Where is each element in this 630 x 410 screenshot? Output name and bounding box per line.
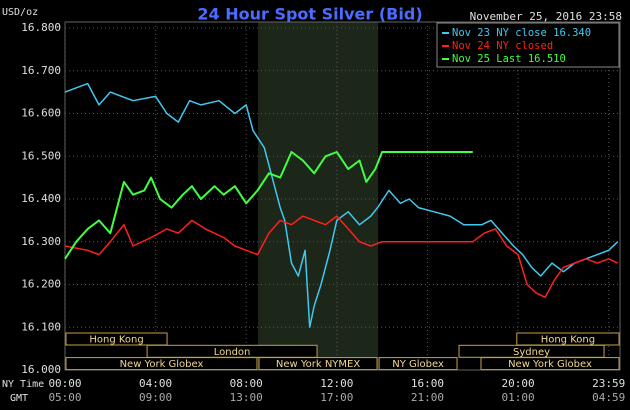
x-tick-label: 23:59 bbox=[592, 377, 625, 390]
session-label: New York Globex bbox=[120, 359, 204, 370]
x-tick-label: 04:00 bbox=[139, 377, 172, 390]
session-shade bbox=[258, 22, 379, 370]
y-tick-label: 16.000 bbox=[21, 363, 61, 376]
session-box bbox=[378, 357, 458, 371]
gmt-tick-label: 09:00 bbox=[139, 391, 172, 404]
y-tick-label: 16.600 bbox=[21, 107, 61, 120]
x-tick-label: 12:00 bbox=[320, 377, 353, 390]
session-box bbox=[65, 332, 168, 346]
chart-title: 24 Hour Spot Silver (Bid) bbox=[197, 5, 422, 24]
x-tick-label: 16:00 bbox=[411, 377, 444, 390]
ny-time-label: NY Time bbox=[2, 379, 44, 390]
y-axis-label: USD/oz bbox=[2, 7, 38, 18]
timestamp: November 25, 2016 23:58 bbox=[470, 10, 622, 23]
y-tick-label: 16.700 bbox=[21, 64, 61, 77]
x-tick-label: 20:00 bbox=[501, 377, 534, 390]
y-tick-label: 16.300 bbox=[21, 235, 61, 248]
gmt-tick-label: 13:00 bbox=[230, 391, 263, 404]
gmt-tick-label: 21:00 bbox=[411, 391, 444, 404]
legend-label: Nov 25 Last 16.510 bbox=[452, 53, 566, 65]
y-tick-label: 16.500 bbox=[21, 149, 61, 162]
x-tick-label: 08:00 bbox=[230, 377, 263, 390]
series-line bbox=[64, 82, 619, 328]
gmt-tick-label: 01:00 bbox=[501, 391, 534, 404]
gmt-tick-label: 17:00 bbox=[320, 391, 353, 404]
legend-label: Nov 23 NY close 16.340 bbox=[452, 27, 591, 39]
session-box bbox=[258, 357, 378, 371]
y-tick-label: 16.200 bbox=[21, 278, 61, 291]
session-label: NY Globex bbox=[392, 359, 444, 370]
gmt-tick-label: 05:00 bbox=[48, 391, 81, 404]
legend-box bbox=[436, 22, 620, 68]
session-label: London bbox=[214, 347, 251, 358]
y-tick-label: 16.800 bbox=[21, 21, 61, 34]
series-line bbox=[64, 215, 619, 299]
gmt-label: GMT bbox=[10, 393, 28, 404]
session-label: Hong Kong bbox=[541, 335, 595, 346]
y-tick-label: 16.100 bbox=[21, 320, 61, 333]
session-label: New York Globex bbox=[508, 359, 592, 370]
gmt-tick-label: 04:59 bbox=[592, 391, 625, 404]
x-tick-label: 00:00 bbox=[48, 377, 81, 390]
session-box bbox=[480, 357, 620, 371]
session-label: Sydney bbox=[513, 347, 550, 358]
series-line bbox=[64, 151, 473, 260]
legend-label: Nov 24 NY closed bbox=[452, 40, 553, 52]
session-box bbox=[65, 357, 258, 371]
session-label: New York NYMEX bbox=[276, 359, 361, 370]
session-label: Hong Kong bbox=[89, 335, 143, 346]
y-tick-label: 16.400 bbox=[21, 192, 61, 205]
